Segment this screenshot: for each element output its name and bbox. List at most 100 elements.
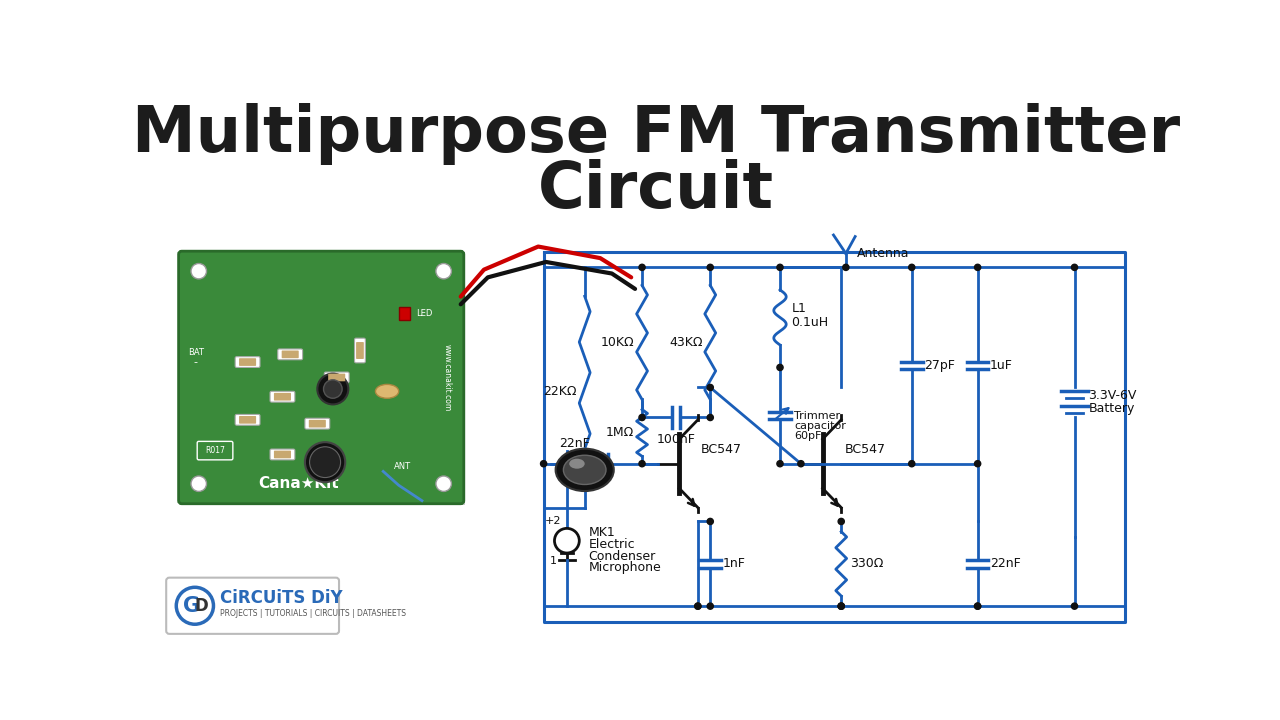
Text: Cana★Kit: Cana★Kit bbox=[259, 476, 339, 491]
FancyBboxPatch shape bbox=[324, 372, 349, 383]
FancyBboxPatch shape bbox=[274, 451, 291, 459]
Text: D: D bbox=[195, 597, 209, 615]
Text: 43KΩ: 43KΩ bbox=[669, 336, 703, 349]
Text: 1nF: 1nF bbox=[723, 557, 745, 570]
Text: Trimmer: Trimmer bbox=[794, 410, 840, 420]
Circle shape bbox=[1071, 603, 1078, 609]
Ellipse shape bbox=[570, 459, 585, 469]
Circle shape bbox=[838, 603, 845, 609]
Text: BC547: BC547 bbox=[845, 444, 886, 456]
FancyBboxPatch shape bbox=[179, 251, 463, 504]
Text: Electric: Electric bbox=[589, 538, 635, 551]
Circle shape bbox=[707, 415, 713, 420]
Circle shape bbox=[310, 446, 340, 477]
FancyBboxPatch shape bbox=[308, 420, 326, 428]
Text: 27pF: 27pF bbox=[924, 359, 955, 372]
Text: PROJECTS | TUTORIALS | CIRCUITS | DATASHEETS: PROJECTS | TUTORIALS | CIRCUITS | DATASH… bbox=[220, 608, 406, 618]
Circle shape bbox=[777, 461, 783, 467]
Circle shape bbox=[554, 528, 580, 553]
Text: 1: 1 bbox=[549, 556, 557, 566]
FancyBboxPatch shape bbox=[236, 415, 260, 426]
Circle shape bbox=[777, 364, 783, 371]
Text: Battery: Battery bbox=[1088, 402, 1135, 415]
Circle shape bbox=[707, 384, 713, 390]
Circle shape bbox=[707, 603, 713, 609]
Text: LED: LED bbox=[416, 309, 433, 318]
Text: 22KΩ: 22KΩ bbox=[544, 385, 577, 398]
Text: Condenser: Condenser bbox=[589, 549, 655, 562]
Text: 60pF: 60pF bbox=[794, 431, 822, 441]
Circle shape bbox=[777, 264, 783, 271]
Text: 22nF: 22nF bbox=[989, 557, 1020, 570]
FancyBboxPatch shape bbox=[166, 577, 339, 634]
Circle shape bbox=[305, 442, 346, 482]
FancyBboxPatch shape bbox=[274, 393, 291, 400]
Circle shape bbox=[695, 603, 701, 609]
Circle shape bbox=[1071, 264, 1078, 271]
FancyBboxPatch shape bbox=[328, 374, 346, 382]
Ellipse shape bbox=[556, 449, 614, 491]
Circle shape bbox=[695, 603, 701, 609]
Circle shape bbox=[317, 374, 348, 405]
Text: Antenna: Antenna bbox=[856, 247, 909, 260]
Text: 3.3V-6V: 3.3V-6V bbox=[1088, 390, 1137, 402]
Bar bbox=[187, 259, 466, 505]
FancyBboxPatch shape bbox=[282, 351, 298, 359]
Circle shape bbox=[909, 461, 915, 467]
Bar bbox=[398, 307, 410, 320]
Text: L1: L1 bbox=[791, 302, 806, 315]
Circle shape bbox=[191, 264, 206, 279]
Text: Microphone: Microphone bbox=[589, 561, 662, 574]
Text: 10KΩ: 10KΩ bbox=[600, 336, 635, 349]
Circle shape bbox=[909, 264, 915, 271]
Circle shape bbox=[838, 603, 845, 609]
Circle shape bbox=[838, 518, 845, 525]
Circle shape bbox=[842, 264, 849, 271]
FancyBboxPatch shape bbox=[239, 416, 256, 423]
Circle shape bbox=[797, 461, 804, 467]
Text: BC547: BC547 bbox=[701, 444, 742, 456]
Circle shape bbox=[324, 379, 342, 398]
Text: 0.1uH: 0.1uH bbox=[791, 315, 828, 328]
Text: Multipurpose FM Transmitter: Multipurpose FM Transmitter bbox=[132, 103, 1180, 165]
FancyBboxPatch shape bbox=[236, 356, 260, 367]
Text: +2: +2 bbox=[545, 516, 561, 526]
Text: MK1: MK1 bbox=[589, 526, 616, 539]
Circle shape bbox=[540, 461, 547, 467]
Circle shape bbox=[177, 588, 214, 624]
Circle shape bbox=[436, 264, 452, 279]
Text: CiRCUiTS DiY: CiRCUiTS DiY bbox=[220, 589, 342, 607]
Circle shape bbox=[838, 603, 845, 609]
Text: -: - bbox=[193, 357, 197, 367]
Circle shape bbox=[707, 518, 713, 525]
Text: 22nF: 22nF bbox=[559, 437, 590, 450]
Text: www.canakit.com: www.canakit.com bbox=[443, 344, 452, 411]
FancyBboxPatch shape bbox=[270, 391, 294, 402]
FancyBboxPatch shape bbox=[239, 359, 256, 366]
Circle shape bbox=[191, 476, 206, 492]
Text: G: G bbox=[183, 595, 201, 616]
Text: 1MΩ: 1MΩ bbox=[605, 426, 635, 439]
Text: ANT: ANT bbox=[394, 462, 411, 470]
Circle shape bbox=[639, 415, 645, 420]
Text: capacitor: capacitor bbox=[794, 420, 846, 431]
Text: 1uF: 1uF bbox=[989, 359, 1012, 372]
FancyBboxPatch shape bbox=[270, 449, 294, 460]
Circle shape bbox=[974, 264, 980, 271]
Circle shape bbox=[974, 461, 980, 467]
Text: R017: R017 bbox=[205, 446, 225, 455]
Circle shape bbox=[436, 476, 452, 492]
Text: BAT: BAT bbox=[188, 348, 204, 357]
FancyBboxPatch shape bbox=[278, 349, 302, 360]
FancyBboxPatch shape bbox=[356, 342, 364, 359]
Circle shape bbox=[974, 603, 980, 609]
FancyBboxPatch shape bbox=[305, 418, 330, 429]
Circle shape bbox=[974, 603, 980, 609]
Text: 330Ω: 330Ω bbox=[850, 557, 884, 570]
Ellipse shape bbox=[563, 455, 605, 485]
Ellipse shape bbox=[375, 384, 398, 398]
Circle shape bbox=[639, 264, 645, 271]
Text: 100nF: 100nF bbox=[657, 433, 695, 446]
Text: Circuit: Circuit bbox=[538, 159, 774, 221]
FancyBboxPatch shape bbox=[355, 338, 365, 363]
